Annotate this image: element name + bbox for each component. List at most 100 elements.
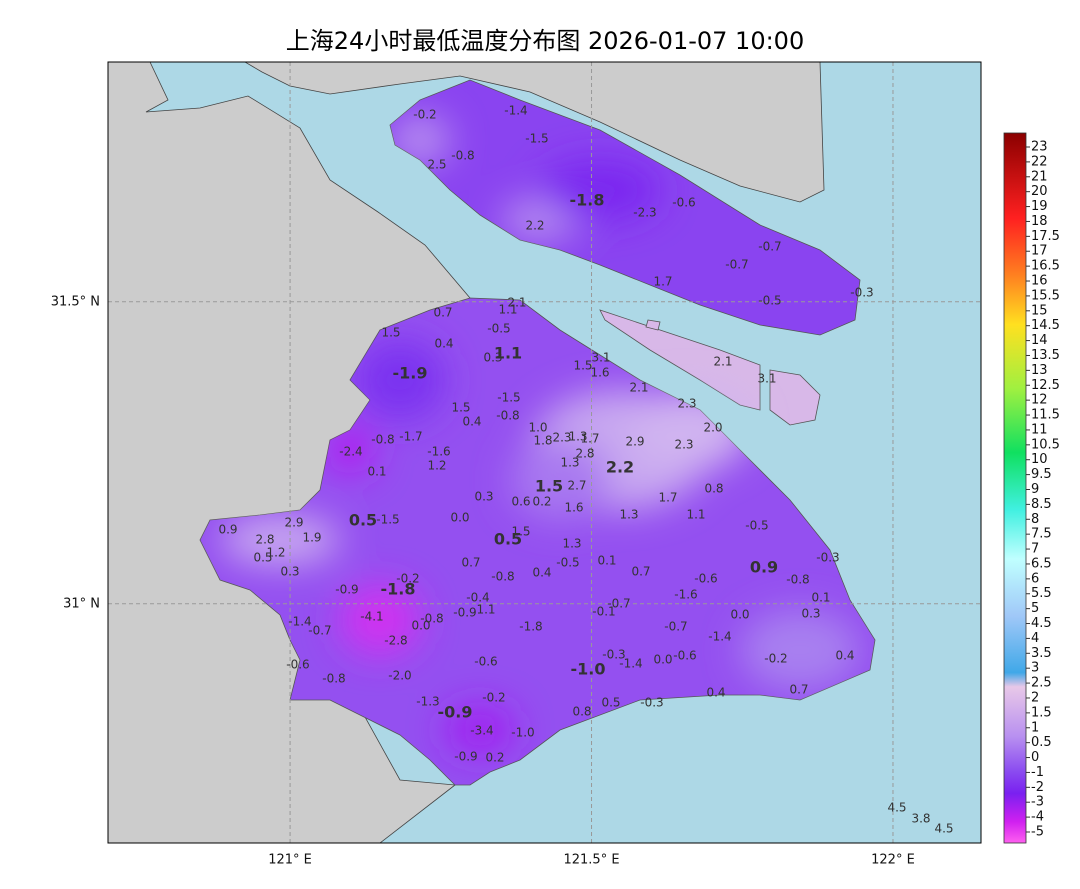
station-value: -0.7 [607, 597, 630, 611]
station-value: 2.9 [625, 435, 644, 449]
station-value: -0.3 [640, 696, 663, 710]
station-value: 0.7 [631, 565, 650, 579]
station-value: 0.6 [511, 495, 530, 509]
station-value: 0.0 [653, 653, 672, 667]
colorbar-label: 18 [1031, 214, 1048, 229]
station-value: 1.1 [686, 508, 705, 522]
station-value: 0.4 [434, 337, 453, 351]
station-value: 1.2 [266, 546, 285, 560]
station-value: 1.1 [494, 344, 522, 363]
station-value: -0.9 [438, 703, 473, 722]
station-value: -0.8 [496, 409, 519, 423]
colorbar-label: 21 [1031, 169, 1048, 184]
station-value: 2.9 [284, 516, 303, 530]
colorbar-label: 2.5 [1031, 676, 1052, 691]
station-value: 2.3 [674, 438, 693, 452]
colorbar-label: 1.5 [1031, 705, 1052, 720]
station-value: 1.6 [590, 366, 609, 380]
changxing-island [599, 309, 761, 411]
station-value: -0.6 [673, 649, 696, 663]
map-area [108, 62, 981, 843]
station-value: 0.3 [801, 607, 820, 621]
station-value: -0.3 [602, 648, 625, 662]
station-value: 0.1 [811, 591, 830, 605]
colorbar-label: 6 [1031, 571, 1039, 586]
station-value: -0.5 [556, 556, 579, 570]
colorbar-label: 15 [1031, 303, 1048, 318]
colorbar-label: 7 [1031, 542, 1039, 557]
station-value: -0.5 [487, 322, 510, 336]
station-value: -2.0 [388, 669, 411, 683]
colorbar-label: 5.5 [1031, 586, 1052, 601]
station-value: 3.8 [911, 812, 930, 826]
station-value: -1.4 [619, 657, 642, 671]
station-value: 0.4 [532, 566, 551, 580]
colorbar-label: 15.5 [1031, 288, 1060, 303]
station-value: -0.8 [786, 573, 809, 587]
colorbar-label: 19 [1031, 199, 1048, 214]
station-value: -0.7 [308, 624, 331, 638]
station-value: 0.4 [835, 649, 854, 663]
station-value: -0.8 [451, 149, 474, 163]
station-value: 1.7 [653, 275, 672, 289]
station-value: -0.8 [322, 672, 345, 686]
temperature-field [220, 115, 860, 755]
station-value: 2.1 [629, 381, 648, 395]
station-value: 1.5 [451, 401, 470, 415]
station-value: 1.5 [381, 326, 400, 340]
land [108, 62, 471, 843]
station-value: 0.5 [601, 696, 620, 710]
station-value: 1.3 [619, 508, 638, 522]
x-tick-label: 121° E [268, 853, 312, 868]
colorbar-label: 23 [1031, 140, 1048, 155]
station-value: 0.7 [433, 306, 452, 320]
station-value: 1.0 [528, 421, 547, 435]
station-value: -0.5 [745, 519, 768, 533]
station-value: 2.1 [507, 296, 526, 310]
station-value: -4.1 [360, 610, 383, 624]
colorbar-label: 13 [1031, 363, 1048, 378]
plot-frame [107, 61, 982, 844]
colorbar-label: 3.5 [1031, 646, 1052, 661]
station-value: 0.8 [572, 705, 591, 719]
colorbar-label: 13.5 [1031, 348, 1060, 363]
islet [645, 319, 661, 331]
station-value: 0.5 [349, 511, 377, 530]
station-value: -0.2 [396, 572, 419, 586]
colorbar-label: 3 [1031, 661, 1039, 676]
station-value: 0.0 [450, 511, 469, 525]
station-value: 2.1 [713, 355, 732, 369]
station-value: 1.9 [302, 531, 321, 545]
station-value: -0.3 [816, 551, 839, 565]
station-value: 1.7 [580, 432, 599, 446]
colorbar-label: 0 [1031, 750, 1039, 765]
station-value: 1.3 [562, 537, 581, 551]
colorbar [1003, 132, 1027, 844]
station-value: 0.1 [367, 465, 386, 479]
station-value: 3.1 [591, 351, 610, 365]
station-value: 1.5 [535, 477, 563, 496]
station-value: -0.6 [672, 196, 695, 210]
colorbar-label: 1 [1031, 720, 1039, 735]
station-value: 2.3 [677, 397, 696, 411]
station-value: -3.4 [470, 724, 493, 738]
title: 上海24小时最低温度分布图 2026-01-07 10:00 [286, 27, 804, 55]
station-value: 0.0 [730, 608, 749, 622]
colorbar-label: 7.5 [1031, 527, 1052, 542]
colorbar-label: -2 [1031, 780, 1044, 795]
station-value: 0.3 [474, 490, 493, 504]
station-value: -0.2 [764, 652, 787, 666]
station-value: 1.1 [498, 303, 517, 317]
colorbar-label: -5 [1031, 825, 1044, 840]
station-value: 1.5 [511, 525, 530, 539]
colorbar-label: 12 [1031, 393, 1048, 408]
station-value: -0.5 [758, 294, 781, 308]
station-value: 0.7 [461, 556, 480, 570]
hengsha-island [769, 369, 821, 426]
station-value: 3.1 [757, 372, 776, 386]
station-value: -1.6 [427, 445, 450, 459]
station-value: -0.6 [286, 658, 309, 672]
station-value: 0.1 [597, 554, 616, 568]
station-value: 0.9 [750, 558, 778, 577]
station-value: -0.7 [758, 240, 781, 254]
